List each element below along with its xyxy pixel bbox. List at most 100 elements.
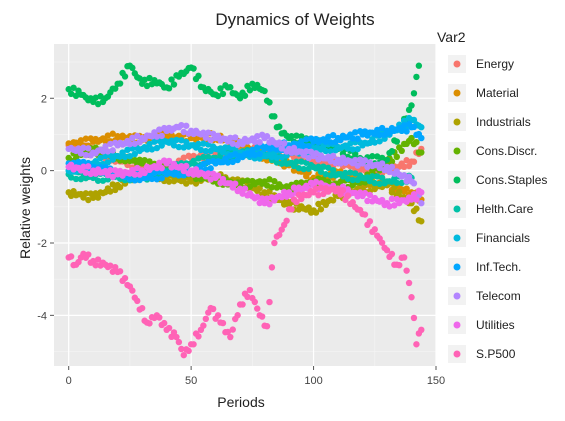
- data-point: [219, 90, 227, 98]
- data-point: [251, 298, 258, 306]
- data-point: [72, 92, 80, 100]
- data-point: [413, 196, 420, 203]
- data-point: [378, 174, 386, 181]
- data-point: [82, 151, 90, 159]
- data-point: [410, 90, 418, 97]
- x-axis-title: Periods: [217, 394, 264, 410]
- data-point: [317, 168, 325, 175]
- data-point: [383, 156, 391, 163]
- legend-label: Cons.Discr.: [476, 144, 537, 158]
- data-point: [276, 139, 283, 146]
- data-point: [254, 305, 261, 312]
- data-point: [214, 172, 222, 179]
- data-point: [165, 157, 173, 165]
- data-point: [85, 163, 92, 170]
- grid: [54, 44, 437, 366]
- data-point: [339, 154, 347, 161]
- y-tick-label: 0: [41, 166, 47, 178]
- x-tick-label: 150: [427, 375, 445, 387]
- x-tick-label: 50: [185, 375, 197, 387]
- legend-key-marker: [453, 321, 461, 329]
- data-point: [195, 72, 202, 80]
- data-point: [374, 126, 381, 134]
- data-point: [315, 192, 322, 199]
- data-point: [131, 150, 139, 158]
- data-point: [195, 333, 202, 340]
- data-point: [151, 138, 158, 145]
- data-point: [141, 156, 148, 164]
- y-axis: -4 -2 0 2: [37, 93, 54, 322]
- data-point: [229, 158, 236, 166]
- data-point: [82, 190, 90, 197]
- data-point: [361, 189, 369, 197]
- data-point: [325, 133, 332, 140]
- data-point: [202, 134, 210, 141]
- data-point: [121, 73, 129, 80]
- data-point: [67, 174, 75, 181]
- data-point: [200, 160, 207, 168]
- data-point: [232, 134, 239, 141]
- data-point: [222, 144, 229, 151]
- data-point: [244, 293, 251, 301]
- data-point: [217, 85, 224, 92]
- data-point: [303, 148, 310, 155]
- data-point: [329, 166, 337, 174]
- data-point: [202, 147, 210, 155]
- data-point: [146, 74, 153, 82]
- data-point: [405, 279, 413, 287]
- data-point: [99, 177, 107, 184]
- data-point: [327, 172, 334, 179]
- data-point: [239, 301, 246, 308]
- data-point: [205, 170, 212, 177]
- data-point: [361, 157, 369, 164]
- data-point: [244, 177, 251, 184]
- data-point: [283, 217, 290, 224]
- data-point: [227, 134, 234, 142]
- data-point: [183, 162, 190, 170]
- data-point: [156, 126, 163, 133]
- legend-key-marker: [453, 176, 461, 184]
- data-point: [77, 137, 85, 144]
- data-point: [241, 92, 249, 99]
- data-point: [180, 154, 187, 161]
- data-point: [383, 247, 391, 254]
- data-point: [374, 173, 381, 180]
- legend-key-marker: [453, 147, 461, 155]
- data-point: [288, 206, 295, 213]
- data-point: [349, 176, 356, 184]
- data-point: [261, 189, 268, 196]
- data-point: [317, 206, 325, 213]
- data-point: [418, 218, 425, 225]
- data-point: [146, 320, 153, 327]
- data-point: [300, 165, 307, 173]
- data-point: [361, 211, 369, 218]
- legend-title: Var2: [437, 29, 466, 45]
- legend-key-marker: [453, 89, 461, 97]
- data-point: [156, 159, 163, 167]
- data-point: [278, 145, 285, 152]
- data-point: [75, 145, 82, 152]
- data-point: [349, 199, 356, 206]
- data-point: [183, 180, 190, 187]
- data-point: [303, 159, 310, 166]
- data-point: [366, 218, 374, 225]
- data-point: [160, 319, 168, 327]
- legend-key-marker: [453, 350, 461, 358]
- data-point: [276, 231, 283, 239]
- data-point: [178, 137, 185, 144]
- data-point: [109, 181, 116, 188]
- data-point: [400, 122, 408, 129]
- data-point: [388, 158, 396, 165]
- data-point: [67, 90, 75, 98]
- data-point: [344, 192, 352, 199]
- data-point: [315, 163, 322, 170]
- data-point: [92, 262, 99, 269]
- data-point: [129, 287, 136, 294]
- data-point: [124, 146, 131, 154]
- data-point: [271, 239, 278, 247]
- legend-key-marker: [453, 205, 461, 213]
- data-point: [371, 226, 378, 233]
- data-point: [320, 190, 327, 198]
- data-point: [418, 189, 425, 196]
